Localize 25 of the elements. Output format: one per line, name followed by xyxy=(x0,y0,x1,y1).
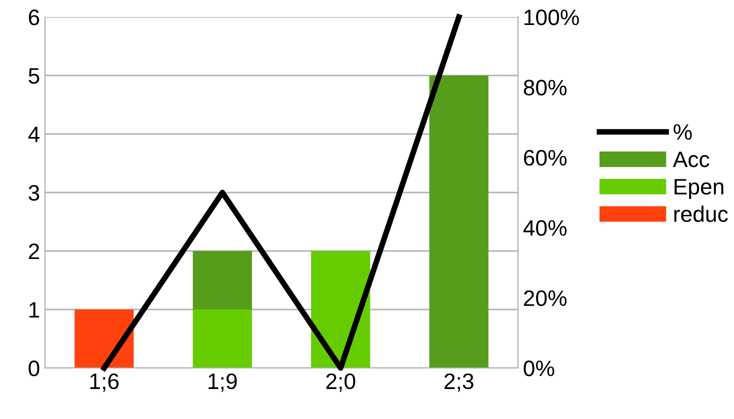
x-tick-label: 1;6 xyxy=(90,373,119,392)
y-tick-label: 0 xyxy=(28,360,40,376)
x-tick-label: 1;9 xyxy=(208,373,237,392)
legend-label: Acc xyxy=(672,152,710,168)
y-tick-label: 5 xyxy=(28,68,40,84)
y-tick-label: 3 xyxy=(28,185,40,201)
bar xyxy=(192,310,252,368)
y-tick-label: 4 xyxy=(28,126,40,142)
y2-tick-label: 20% xyxy=(524,290,567,306)
bar xyxy=(192,251,252,310)
legend-label: reduc xyxy=(674,206,728,222)
y2-tick-label: 80% xyxy=(524,80,567,96)
y2-tick-label: 40% xyxy=(523,220,567,236)
y-tick-label: 1 xyxy=(29,302,40,318)
legend-label: Epen xyxy=(674,179,724,199)
y-tick-label: 2 xyxy=(28,244,40,260)
legend-label: % xyxy=(674,124,692,140)
y2-tick-label: 60% xyxy=(524,150,567,166)
y-tick-label: 6 xyxy=(28,10,40,26)
bar xyxy=(429,76,488,368)
y2-tick-label: 100% xyxy=(524,10,579,26)
bar xyxy=(74,310,134,368)
y2-tick-label: 0% xyxy=(524,360,554,376)
x-tick-label: 2;0 xyxy=(326,373,356,392)
x-tick-label: 2;3 xyxy=(444,373,474,392)
